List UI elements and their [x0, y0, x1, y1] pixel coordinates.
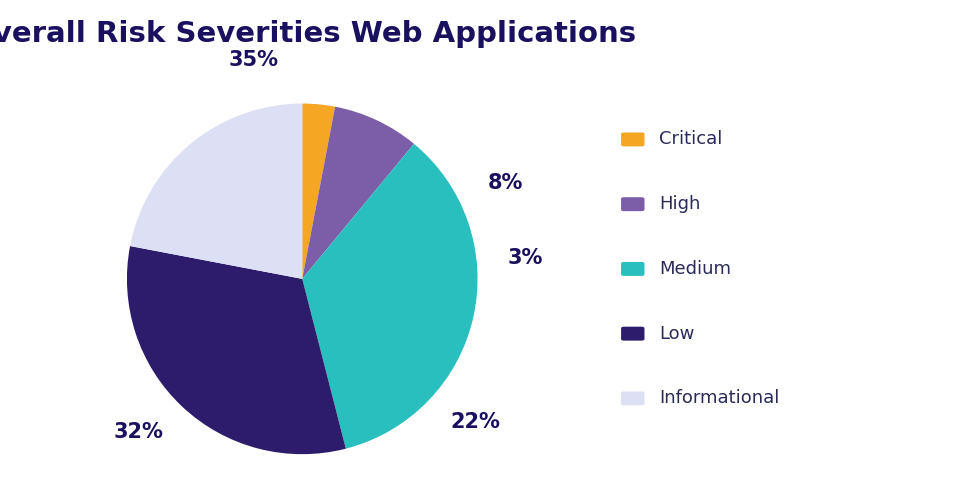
Text: Medium: Medium	[659, 260, 731, 278]
Text: Overall Risk Severities Web Applications: Overall Risk Severities Web Applications	[0, 20, 637, 48]
Wedge shape	[302, 107, 414, 279]
Text: 3%: 3%	[508, 248, 543, 268]
Text: Critical: Critical	[659, 130, 722, 148]
Wedge shape	[302, 144, 478, 449]
Text: High: High	[659, 195, 700, 213]
Text: 22%: 22%	[450, 412, 500, 432]
Text: 35%: 35%	[228, 50, 278, 70]
Text: Informational: Informational	[659, 389, 779, 407]
Text: 8%: 8%	[488, 173, 523, 193]
Text: Low: Low	[659, 325, 694, 343]
Wedge shape	[130, 104, 302, 279]
Wedge shape	[127, 246, 346, 454]
Wedge shape	[302, 104, 335, 279]
Text: 32%: 32%	[114, 422, 164, 443]
